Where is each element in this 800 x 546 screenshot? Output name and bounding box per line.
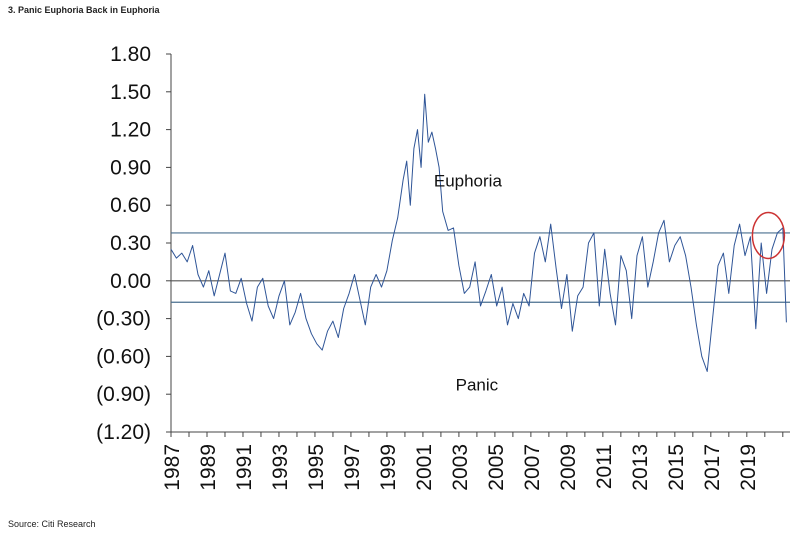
x-tick-label: 1997: [341, 444, 364, 491]
x-tick-label: 2019: [737, 444, 760, 491]
panic-label: Panic: [456, 375, 499, 394]
y-tick-label: 0.90: [110, 156, 151, 179]
euphoria-label: Euphoria: [434, 171, 503, 190]
x-tick-label: 1993: [269, 444, 292, 491]
x-tick-label: 2001: [413, 444, 436, 491]
x-tick-label: 2017: [701, 444, 724, 491]
x-tick-label: 1989: [197, 444, 220, 491]
y-tick-label: (0.90): [96, 383, 151, 406]
x-tick-label: 1999: [377, 444, 400, 491]
y-tick-label: 0.60: [110, 194, 151, 217]
source-note: Source: Citi Research: [8, 519, 96, 529]
x-tick-label: 2009: [557, 444, 580, 491]
x-tick-label: 2013: [629, 444, 652, 491]
y-tick-label: 1.20: [110, 119, 151, 142]
x-tick-label: 2015: [665, 444, 688, 491]
x-tick-label: 2007: [521, 444, 544, 491]
x-tick-label: 1987: [161, 444, 184, 491]
y-tick-label: 0.00: [110, 270, 151, 293]
y-tick-label: (0.60): [96, 345, 151, 368]
x-tick-label: 1995: [305, 444, 328, 491]
y-tick-label: (0.30): [96, 308, 151, 331]
y-tick-label: 1.80: [110, 43, 151, 66]
y-tick-label: (1.20): [96, 421, 151, 444]
y-tick-label: 0.30: [110, 232, 151, 255]
chart-title: 3. Panic Euphoria Back in Euphoria: [8, 5, 160, 15]
y-tick-label: 1.50: [110, 81, 151, 104]
x-tick-label: 2003: [449, 444, 472, 491]
x-tick-label: 2011: [593, 444, 616, 489]
x-tick-label: 1991: [233, 444, 256, 491]
highlight-ellipse: [751, 211, 786, 260]
x-tick-label: 2005: [485, 444, 508, 491]
series-line: [170, 93, 787, 372]
